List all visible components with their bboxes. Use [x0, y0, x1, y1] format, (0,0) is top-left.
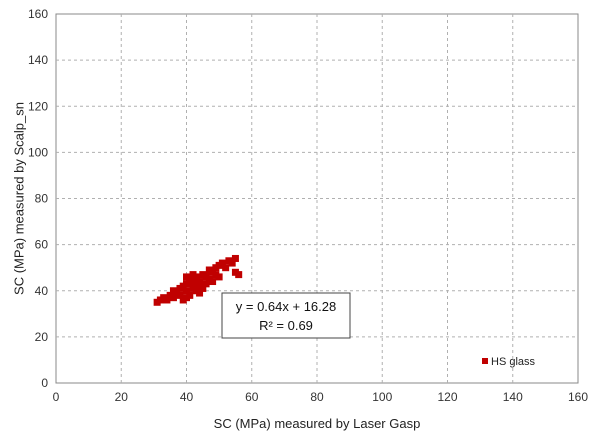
data-point	[179, 296, 187, 304]
data-point	[186, 291, 194, 299]
data-point	[163, 296, 171, 304]
x-tick-label: 100	[372, 390, 392, 404]
x-tick-label: 60	[245, 390, 259, 404]
x-tick-label: 160	[568, 390, 588, 404]
data-point	[169, 294, 177, 302]
regression-annotation: y = 0.64x + 16.28 R² = 0.69	[221, 292, 351, 339]
legend-marker	[482, 358, 488, 364]
x-axis-title: SC (MPa) measured by Laser Gasp	[214, 416, 421, 431]
y-tick-label: 120	[28, 99, 48, 113]
data-point	[189, 271, 197, 279]
y-tick-label: 160	[28, 7, 48, 21]
data-point	[218, 259, 226, 267]
y-tick-label: 40	[35, 284, 49, 298]
x-tick-label: 80	[310, 390, 324, 404]
data-point	[215, 273, 223, 281]
x-tick-label: 120	[437, 390, 457, 404]
annotation-box	[221, 292, 351, 339]
data-points	[153, 254, 243, 306]
legend: HS glass	[482, 356, 536, 368]
y-axis-title: SC (MPa) measured by Scalp_sn	[11, 102, 26, 295]
data-point	[183, 273, 190, 281]
y-tick-labels: 0 20 40 60 80 100 120 140 160	[28, 7, 48, 390]
x-tick-labels: 0 20 40 60 80 100 120 140 160	[53, 390, 589, 404]
data-point	[235, 271, 243, 279]
y-tick-label: 140	[28, 53, 48, 67]
data-point	[231, 254, 239, 262]
r-squared: R² = 0.69	[259, 318, 313, 333]
y-tick-label: 80	[35, 192, 49, 206]
legend-label: HS glass	[491, 356, 536, 368]
data-point	[189, 278, 197, 286]
y-tick-label: 20	[35, 330, 49, 344]
data-point	[202, 280, 210, 288]
x-tick-label: 40	[180, 390, 194, 404]
regression-equation: y = 0.64x + 16.28	[236, 299, 336, 314]
data-point	[196, 289, 204, 297]
data-point	[209, 278, 217, 286]
x-tick-label: 0	[53, 390, 60, 404]
data-point	[228, 259, 236, 267]
x-tick-label: 140	[503, 390, 523, 404]
data-point	[222, 264, 230, 272]
data-point	[183, 287, 190, 295]
data-point	[176, 291, 184, 299]
data-point	[199, 284, 207, 292]
data-point	[183, 280, 190, 288]
x-tick-label: 20	[115, 390, 129, 404]
data-point	[196, 278, 204, 286]
y-tick-label: 60	[35, 238, 49, 252]
y-tick-label: 100	[28, 145, 48, 159]
y-tick-label: 0	[41, 376, 48, 390]
grid-lines	[56, 14, 578, 383]
